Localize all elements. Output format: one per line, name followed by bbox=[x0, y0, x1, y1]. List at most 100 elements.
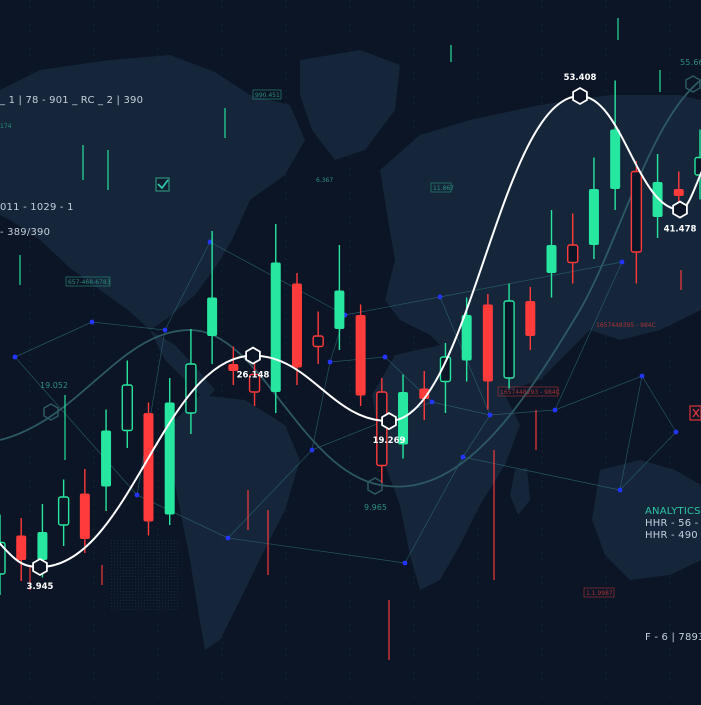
network-node bbox=[89, 319, 95, 325]
map-tag-box bbox=[497, 386, 559, 397]
network-link bbox=[311, 361, 331, 451]
trend-point-label: 41.478 bbox=[664, 225, 697, 235]
candle-body bbox=[376, 391, 388, 467]
network-node bbox=[673, 429, 679, 435]
candle-body bbox=[121, 384, 133, 432]
map-greenland bbox=[300, 50, 400, 160]
candle-body bbox=[228, 364, 239, 371]
candle-bear bbox=[482, 294, 493, 410]
candle-bear bbox=[525, 287, 536, 350]
network-link bbox=[619, 431, 677, 491]
left-code-a: 011 - 1029 - 1 bbox=[0, 202, 74, 213]
candle-body bbox=[652, 182, 663, 217]
network-link bbox=[439, 261, 623, 298]
map-tag: 19.052 bbox=[40, 381, 68, 390]
map-tag: 174 bbox=[0, 123, 12, 130]
candle-body bbox=[546, 245, 557, 273]
background-wicks bbox=[19, 18, 682, 660]
map-tag: 1657448395 - 984C bbox=[596, 322, 656, 329]
candle-bull bbox=[121, 360, 133, 448]
network-node bbox=[327, 359, 333, 365]
network-link bbox=[227, 537, 406, 564]
map-north-america bbox=[0, 55, 305, 330]
trend-point-label: 26.148 bbox=[237, 371, 270, 381]
trend-point: 41.478 bbox=[664, 200, 697, 235]
network-node bbox=[12, 354, 18, 360]
analytics-line-2: HHR - 490 - 6 bbox=[645, 530, 701, 541]
checkbox-icon bbox=[155, 177, 170, 192]
trend-point: 19.269 bbox=[373, 412, 406, 446]
candle-bull bbox=[588, 157, 599, 259]
candle-bear bbox=[79, 469, 90, 553]
candle-bear bbox=[630, 161, 643, 284]
network-link bbox=[431, 401, 491, 416]
candle-body bbox=[503, 300, 515, 379]
candle-bull bbox=[164, 378, 175, 525]
analytics-line-1: HHR - 56 - 4 bbox=[645, 518, 701, 529]
trend-markers: 3.945 26.148 19.269 53.408 41.478 bbox=[27, 73, 697, 592]
network-node bbox=[162, 327, 168, 333]
trend-point: 3.945 bbox=[27, 557, 54, 592]
map-tag: 1657448293 - 984C bbox=[500, 389, 560, 396]
candle-bear bbox=[567, 213, 579, 284]
close-box-icon bbox=[689, 405, 701, 421]
candle-body bbox=[312, 335, 324, 348]
map-central-america bbox=[150, 330, 215, 400]
candle-body bbox=[588, 189, 599, 245]
trend-point: 26.148 bbox=[237, 346, 270, 381]
network-node bbox=[460, 454, 466, 460]
bottom-right-code: F - 6 | 7893 bbox=[645, 632, 701, 643]
teal-wave bbox=[0, 79, 701, 488]
map-tag: 657-468-6783 bbox=[68, 279, 111, 286]
candle-bear bbox=[355, 304, 366, 406]
candles bbox=[0, 80, 701, 595]
network-node bbox=[617, 487, 623, 493]
network-node bbox=[487, 412, 493, 418]
trend-point-hexagon bbox=[32, 557, 48, 577]
candle-bull bbox=[207, 231, 218, 364]
network-node bbox=[309, 447, 315, 453]
trend-point-hexagon bbox=[245, 346, 261, 365]
candle-bull bbox=[101, 409, 112, 511]
candle-body bbox=[439, 356, 452, 383]
map-tags: 990.451 174 6.367 11.867 657-468-6783 16… bbox=[0, 89, 656, 598]
candle-bull bbox=[185, 329, 197, 434]
candle-body bbox=[291, 283, 302, 368]
network-link bbox=[554, 375, 643, 411]
candle-bear bbox=[248, 360, 261, 406]
candle-body bbox=[79, 493, 90, 539]
candle-bull bbox=[0, 514, 6, 595]
candle-body bbox=[694, 156, 701, 176]
network-link bbox=[641, 375, 677, 433]
candle-body bbox=[37, 532, 48, 560]
map-tag: 9.965 bbox=[364, 503, 387, 512]
map-tag-box bbox=[430, 182, 452, 193]
candle-bull bbox=[57, 479, 70, 546]
network-node bbox=[402, 560, 408, 566]
analytics-title: ANALYTICS _ bbox=[645, 506, 701, 517]
map-tag-box bbox=[252, 89, 282, 100]
candle-body bbox=[567, 244, 579, 264]
candle-bull bbox=[652, 154, 663, 238]
candle-body bbox=[207, 297, 218, 336]
network-node bbox=[437, 294, 443, 300]
map-tag: 11.867 bbox=[433, 185, 454, 192]
candle-body bbox=[143, 413, 154, 522]
candle-body bbox=[57, 496, 70, 526]
teal-hexagon-1 bbox=[43, 403, 59, 421]
map-tag: 1.1.9987 bbox=[586, 590, 613, 597]
network-nodes bbox=[12, 239, 679, 566]
trend-point-label: 19.269 bbox=[373, 436, 406, 446]
map-eurasia bbox=[380, 95, 701, 390]
candle-body bbox=[355, 315, 366, 396]
candle-body bbox=[630, 170, 643, 253]
candle-body bbox=[164, 402, 175, 515]
candle-bull bbox=[334, 245, 345, 350]
network-link bbox=[462, 414, 491, 458]
candle-body bbox=[248, 373, 261, 393]
network-node bbox=[382, 354, 388, 360]
network-link bbox=[462, 456, 621, 491]
network-link bbox=[489, 409, 556, 416]
